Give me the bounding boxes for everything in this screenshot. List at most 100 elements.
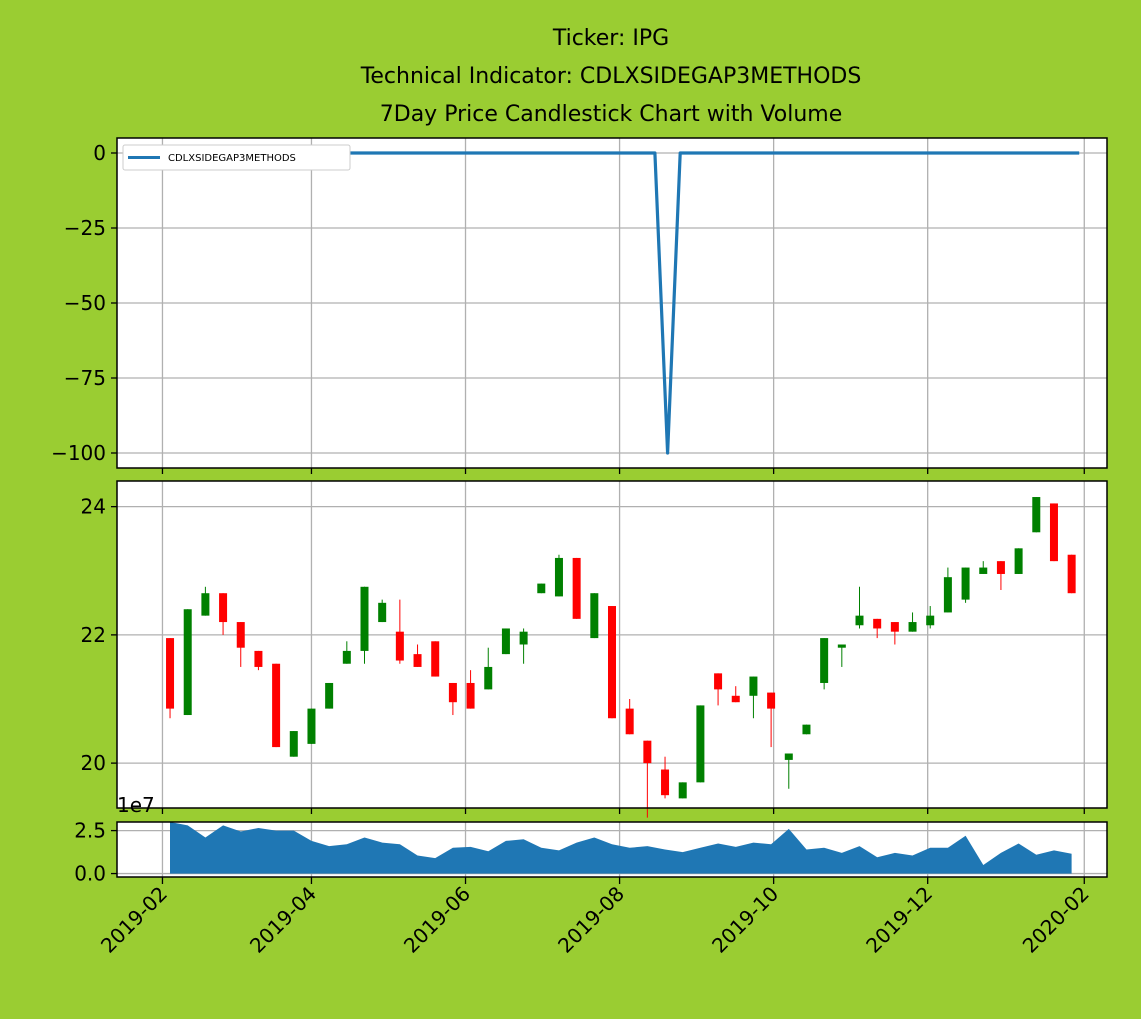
candle xyxy=(466,670,475,709)
candle-body xyxy=(820,638,829,683)
candle-body xyxy=(908,622,917,632)
candle xyxy=(943,567,952,613)
candle xyxy=(767,692,776,748)
candle-body xyxy=(802,724,811,735)
candle xyxy=(802,724,811,735)
x-tick-label: 2019-08 xyxy=(553,882,629,958)
candle-body xyxy=(572,557,581,619)
volume-frame xyxy=(116,821,1108,878)
candle xyxy=(201,586,210,616)
candle-body xyxy=(590,593,599,639)
candle-body xyxy=(554,557,563,597)
candle xyxy=(236,622,245,667)
candle xyxy=(643,740,652,818)
y-tick-label: −25 xyxy=(64,216,106,240)
indicator-line xyxy=(162,151,1080,455)
x-tick-label: 2019-12 xyxy=(861,882,937,958)
candle-body xyxy=(236,622,245,648)
candle xyxy=(661,756,670,799)
candle-body xyxy=(272,663,281,748)
candle-body xyxy=(342,650,351,664)
title-line-description: 7Day Price Candlestick Chart with Volume xyxy=(380,102,842,127)
candle xyxy=(219,593,228,635)
indicator-panel: 0 −25 −50 −75 −100 CDLXSIDEGAP3METHODS xyxy=(51,137,1108,474)
candle xyxy=(537,583,546,594)
candle xyxy=(961,567,970,603)
x-tick-label: 2020-02 xyxy=(1018,882,1094,958)
candle-body xyxy=(289,731,298,757)
y-tick-label: −50 xyxy=(64,291,106,315)
candle xyxy=(484,647,493,690)
candle-body xyxy=(448,682,457,703)
candle xyxy=(289,731,298,757)
y-tick-label: 24 xyxy=(81,495,106,519)
candle xyxy=(448,682,457,716)
price-panel: 20 22 24 xyxy=(81,480,1108,818)
candle xyxy=(272,663,281,748)
candle-body xyxy=(855,615,864,626)
x-tick-label: 2019-04 xyxy=(245,882,321,958)
candle xyxy=(378,599,387,623)
candle-body xyxy=(254,650,263,667)
volume-area xyxy=(170,822,1072,874)
candle xyxy=(979,561,988,574)
candle xyxy=(749,676,758,719)
candle-body xyxy=(784,753,793,760)
price-candles xyxy=(166,497,1076,818)
candle xyxy=(1032,497,1041,533)
candle xyxy=(501,628,510,655)
candle-body xyxy=(643,740,652,764)
candle-body xyxy=(166,638,175,709)
candle xyxy=(572,557,581,619)
candle xyxy=(1067,554,1076,594)
price-frame xyxy=(116,480,1108,809)
candle-body xyxy=(996,561,1005,574)
candle xyxy=(307,708,316,744)
indicator-legend: CDLXSIDEGAP3METHODS xyxy=(122,144,351,171)
candle-body xyxy=(413,654,422,667)
candle xyxy=(820,638,829,690)
candle-body xyxy=(219,593,228,623)
candle-body xyxy=(395,631,404,661)
candle xyxy=(873,618,882,639)
candle xyxy=(395,599,404,664)
candle-body xyxy=(1049,503,1058,562)
y-tick-label: 0.0 xyxy=(74,862,106,886)
candle-body xyxy=(519,631,528,645)
y-tick-label: −100 xyxy=(51,441,106,465)
candle xyxy=(254,650,263,671)
candle xyxy=(731,686,740,703)
candle-body xyxy=(979,567,988,574)
volume-x-axis: 2019-02 2019-04 2019-06 2019-08 2019-10 2019-… xyxy=(96,877,1094,958)
candle xyxy=(908,612,917,632)
indicator-frame xyxy=(116,137,1108,469)
candle-body xyxy=(484,666,493,690)
candle-body xyxy=(537,583,546,594)
candle xyxy=(554,554,563,597)
price-x-ticks xyxy=(161,808,1085,814)
candle-body xyxy=(466,682,475,709)
volume-offset-label: 1e7 xyxy=(117,793,155,817)
candle xyxy=(413,644,422,667)
candle-body xyxy=(431,641,440,677)
candle-body xyxy=(625,708,634,735)
volume-y-axis: 0.0 2.5 xyxy=(74,819,117,886)
y-tick-label: 22 xyxy=(81,623,106,647)
legend-box xyxy=(122,144,351,171)
candle xyxy=(360,586,369,664)
candle-body xyxy=(325,682,334,709)
candle-body xyxy=(183,609,192,716)
candle-body xyxy=(926,615,935,626)
indicator-y-axis: 0 −25 −50 −75 −100 xyxy=(51,141,117,465)
candle xyxy=(325,682,334,709)
title-line-ticker: Ticker: IPG xyxy=(552,26,669,51)
candle-body xyxy=(961,567,970,600)
candle-body xyxy=(749,676,758,696)
candle xyxy=(696,705,705,783)
candle xyxy=(342,641,351,664)
candle-body xyxy=(1014,548,1023,574)
candle-body xyxy=(731,695,740,703)
y-tick-label: −75 xyxy=(64,366,106,390)
candle-body xyxy=(837,644,846,648)
